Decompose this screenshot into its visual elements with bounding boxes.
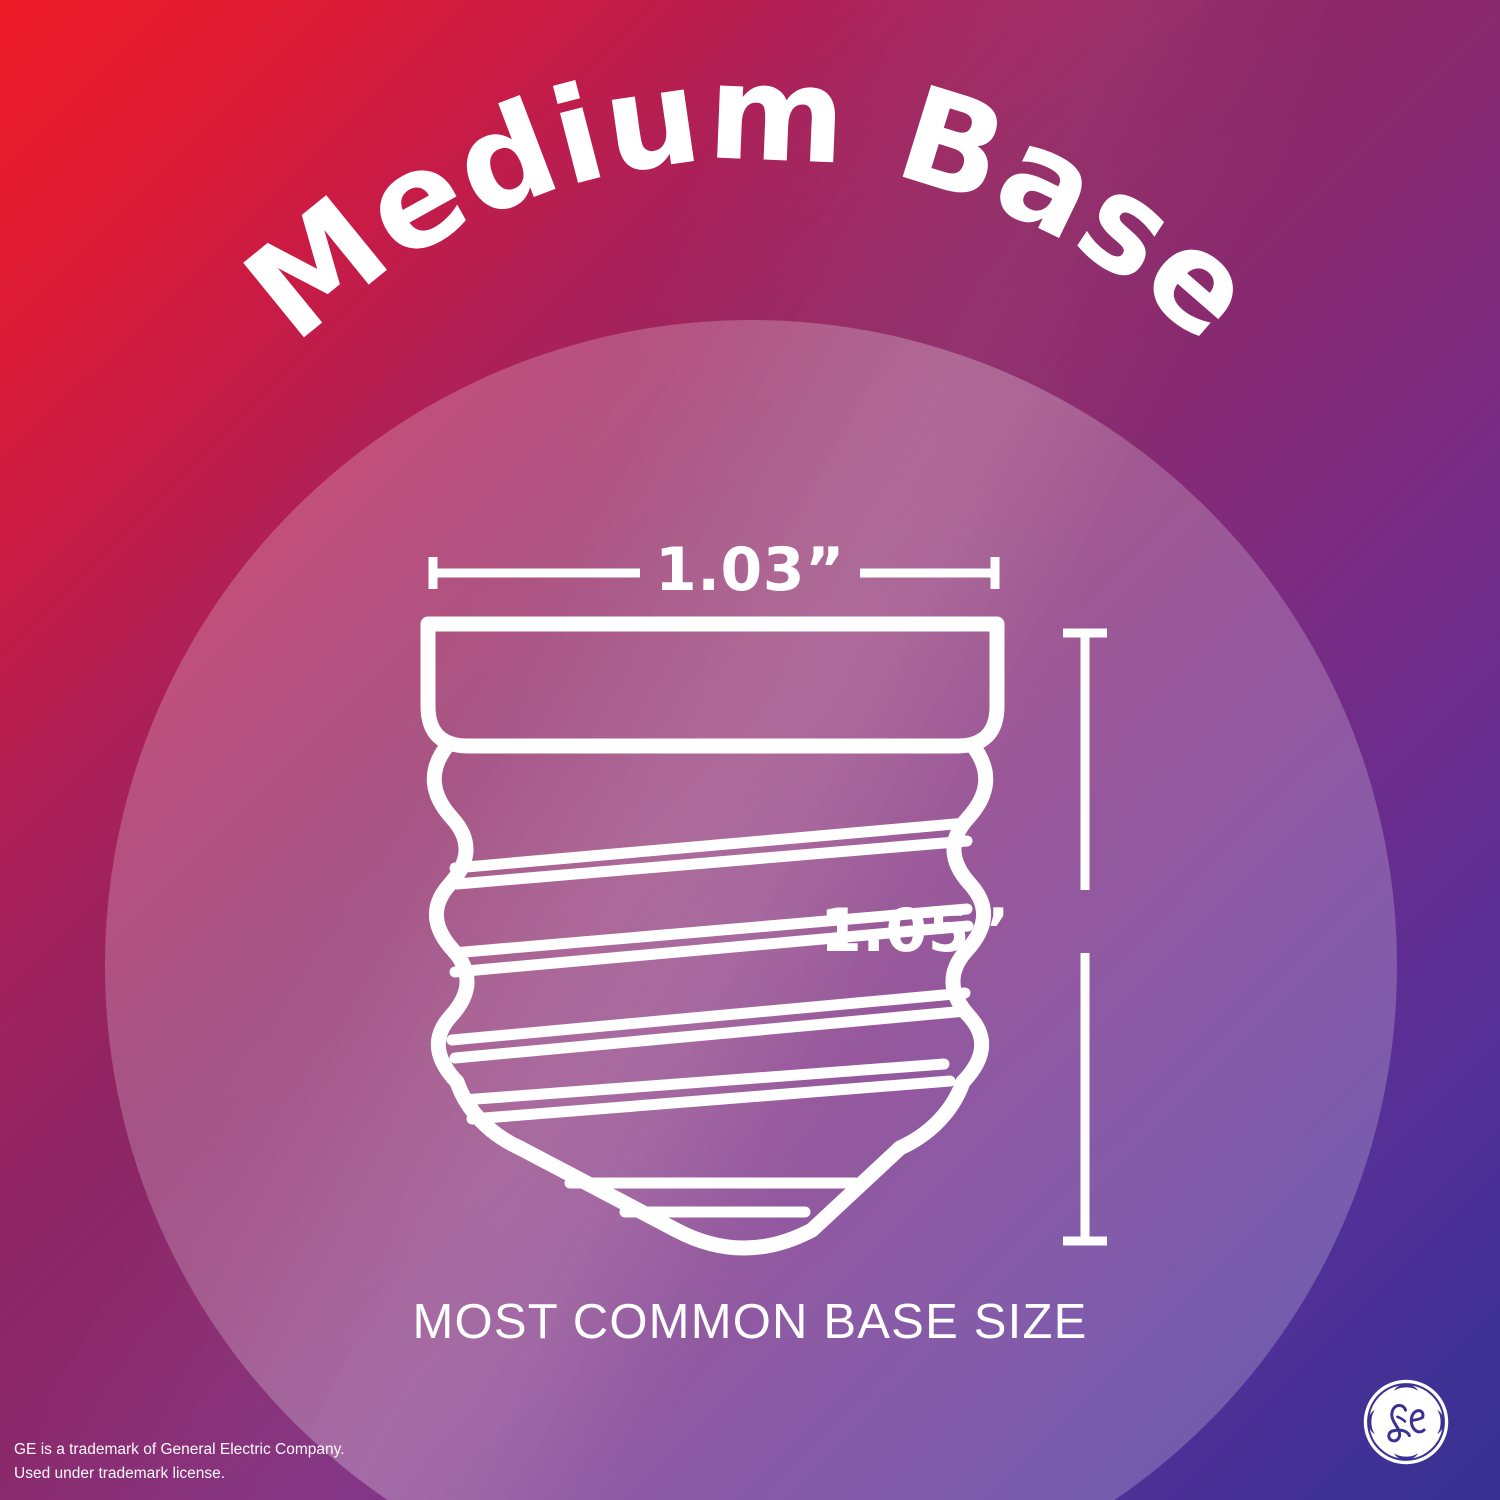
width-dimension-line bbox=[428, 557, 1000, 589]
width-dimension-label: 1.03” bbox=[655, 535, 845, 605]
caption-text: MOST COMMON BASE SIZE bbox=[412, 1295, 1088, 1349]
bulb-base-outline bbox=[420, 616, 1005, 1256]
trademark-line-2: Used under trademark license. bbox=[14, 1464, 226, 1482]
height-dimension-label: 1.05” bbox=[820, 896, 1010, 966]
headline-arc: Medium Base bbox=[0, 0, 1500, 420]
trademark-notice: GE is a trademark of General Electric Co… bbox=[14, 1438, 345, 1486]
ge-monogram-logo bbox=[1362, 1378, 1450, 1466]
trademark-line-1: GE is a trademark of General Electric Co… bbox=[14, 1440, 345, 1458]
circle-backdrop bbox=[105, 320, 1397, 1500]
height-dimension-line bbox=[1063, 628, 1107, 1246]
circle-sheen-overlay bbox=[105, 320, 1397, 1500]
